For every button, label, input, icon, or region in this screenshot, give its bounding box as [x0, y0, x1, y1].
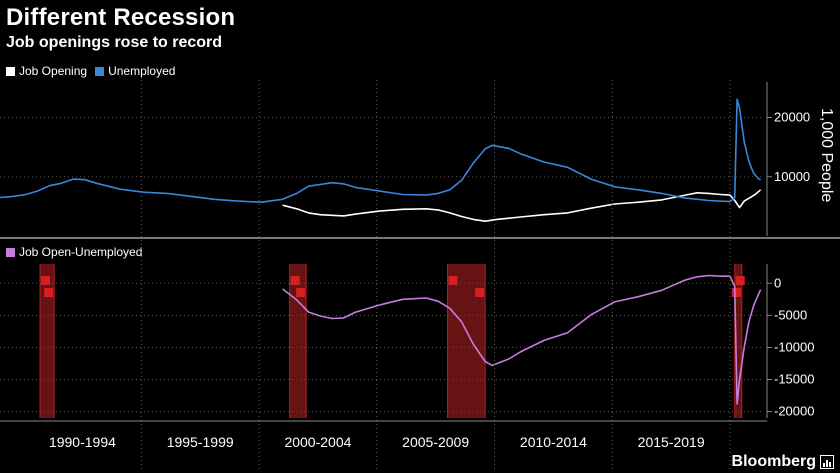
recession-marker-start — [290, 276, 300, 285]
recession-marker-start — [448, 276, 458, 285]
legend-item-job-open-unemployed: Job Open-Unemployed — [6, 245, 142, 259]
recession-marker-end — [475, 288, 485, 297]
x-axis: 1990-1994 1995-1999 2000-2004 2005-2009 2010… — [0, 80, 767, 470]
unemployed-line — [0, 98, 761, 203]
recession-marker-end — [44, 288, 54, 297]
brand-name: Bloomberg — [731, 453, 816, 470]
bar-chart-icon — [820, 455, 834, 469]
legend-top: Job Opening Unemployed — [6, 64, 175, 78]
x-tick-label: 1995-1999 — [167, 434, 234, 450]
recession-marker-end — [731, 288, 741, 297]
top-y-tick-label: 10000 — [774, 169, 810, 184]
recession-band — [40, 264, 55, 418]
top-y-axis-label: 1,000 People — [818, 108, 835, 202]
job-opening-line — [282, 189, 762, 222]
top-panel: 10000 20000 1,000 People — [0, 82, 840, 239]
bottom-y-tick-label: -20000 — [774, 404, 814, 419]
unemployed-swatch — [95, 66, 105, 76]
bottom-panel: 0 -5000 -10000 -15000 -20000 — [0, 264, 814, 419]
job-open-unemployed-swatch — [6, 247, 15, 257]
job-open-unemployed-line — [282, 274, 762, 405]
legend-label-unemployed: Unemployed — [108, 64, 176, 78]
recession-marker-end — [296, 288, 306, 297]
job-opening-swatch — [6, 66, 15, 76]
chart-subtitle: Job openings rose to record — [6, 34, 223, 51]
x-tick-label: 1990-1994 — [49, 434, 116, 450]
recession-marker-start — [41, 276, 51, 285]
recession-marker-start — [735, 276, 745, 285]
legend-item-unemployed: Unemployed — [95, 64, 175, 78]
legend-bottom: Job Open-Unemployed — [6, 245, 142, 259]
x-tick-label: 2015-2019 — [638, 434, 705, 450]
bottom-y-tick-label: 0 — [774, 275, 781, 290]
bottom-y-tick-label: -5000 — [774, 307, 807, 322]
x-tick-label: 2000-2004 — [284, 434, 351, 450]
bottom-y-tick-label: -15000 — [774, 372, 814, 387]
recession-band — [289, 264, 307, 418]
recession-band — [734, 264, 742, 418]
recession-band — [447, 264, 486, 418]
legend-item-job-opening: Job Opening — [6, 64, 87, 78]
bottom-y-tick-label: -10000 — [774, 339, 814, 354]
legend-label-job-open-unemployed: Job Open-Unemployed — [19, 245, 143, 259]
chart-title: Different Recession — [6, 4, 236, 31]
bloomberg-brand: Bloomberg — [732, 453, 834, 471]
legend-label-job-opening: Job Opening — [19, 64, 88, 78]
x-tick-label: 2005-2009 — [402, 434, 469, 450]
x-tick-label: 2010-2014 — [520, 434, 587, 450]
top-y-tick-label: 20000 — [774, 110, 810, 125]
